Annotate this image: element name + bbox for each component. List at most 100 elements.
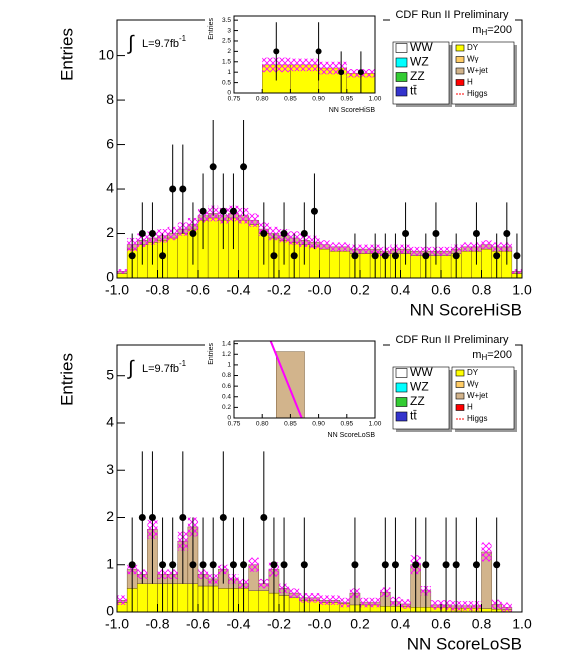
data-point (422, 561, 430, 569)
x-tick-label: -0.6 (186, 281, 210, 297)
x-tick-label: 0.75 (228, 421, 241, 428)
legend-swatch (395, 43, 408, 53)
stack-bar (481, 248, 492, 279)
data-point (381, 252, 389, 260)
data-point (209, 561, 217, 569)
legend-swatch (455, 369, 465, 377)
data-point (472, 561, 480, 569)
x-tick-label: 0.80 (256, 421, 269, 428)
x-tick-label: 0.75 (228, 96, 241, 103)
uncertainty-band (481, 240, 492, 250)
y-tick-label: 2 (106, 508, 114, 524)
x-axis-title: NN ScoreLoSB (407, 634, 522, 653)
x-axis-title: NN ScoreHiSB (410, 300, 522, 319)
uncertainty-band (430, 600, 441, 610)
x-tick-label: -0.6 (186, 615, 210, 631)
data-point (179, 185, 187, 193)
y-tick-label: 0.2 (222, 404, 231, 411)
data-point (503, 230, 511, 238)
mass-rest: =200 (487, 349, 512, 361)
x-tick-label: 0.4 (391, 615, 411, 631)
inset-x-title: NN ScoreHiSB (329, 107, 376, 114)
data-point (219, 207, 227, 215)
data-point (381, 561, 389, 569)
plot-frame (233, 340, 376, 419)
y-tick-label: 3 (106, 461, 114, 477)
uncertainty-band (117, 595, 128, 605)
x-tick-label: 0.90 (312, 96, 325, 103)
data-point (273, 48, 280, 55)
mass-label: mH=200 (472, 24, 512, 37)
y-tick-label: 0.6 (222, 383, 231, 390)
legend-label: H (467, 403, 473, 412)
y-tick-label: 0.5 (222, 79, 231, 86)
x-tick-label: 0.85 (284, 96, 297, 103)
stack-bar (309, 246, 320, 279)
legend-label: WW (410, 365, 433, 379)
uncertainty-band (290, 58, 319, 72)
data-point (209, 163, 217, 171)
data-point (472, 230, 480, 238)
data-point (402, 230, 410, 238)
mass-label: mH=200 (472, 349, 512, 362)
stack-bar (329, 251, 340, 279)
y-tick-label: 2 (106, 224, 114, 240)
x-tick-label: -0.8 (145, 615, 169, 631)
y-axis-title: Entries (57, 353, 76, 406)
stack-bar (248, 590, 259, 613)
signal-line (269, 340, 303, 419)
uncertainty-band (117, 269, 128, 274)
data-point (300, 561, 308, 569)
data-point (310, 207, 318, 215)
x-tick-label: -0.2 (267, 281, 291, 297)
y-tick-label: 1 (227, 362, 231, 369)
y-tick-label: 10 (98, 46, 114, 62)
x-tick-label: 0.2 (350, 615, 370, 631)
legend-label: tt̄ (410, 409, 417, 423)
data-point (280, 561, 288, 569)
mass-sub: H (481, 353, 487, 362)
uncertainty-band (501, 602, 512, 612)
y-tick-label: 1 (227, 69, 231, 76)
data-point (300, 230, 308, 238)
data-point (159, 561, 167, 569)
x-tick-label: -0.0 (307, 615, 331, 631)
legend-label: tt̄ (410, 84, 417, 98)
lumi-integral: ∫ (127, 32, 135, 54)
x-tick-label: 0.85 (284, 421, 297, 428)
stack-bar (147, 583, 158, 613)
uncertainty-band (319, 595, 330, 605)
legend-label: H (467, 78, 473, 87)
legend-swatch (395, 368, 408, 378)
stack-bar (218, 588, 229, 613)
uncertainty-band (441, 246, 452, 256)
legend-label: WZ (410, 55, 429, 69)
x-tick-label: 1.0 (512, 281, 532, 297)
x-tick-label: -0.4 (226, 281, 250, 297)
data-point (270, 252, 278, 260)
y-tick-label: 0 (227, 415, 231, 422)
mass-sub: H (481, 28, 487, 37)
mass-main: m (472, 24, 481, 36)
y-tick-label: 4 (106, 180, 114, 196)
panel: -1.0 -0.8 -0.6 -0.4 -0.2 -0.0 0.2 0.4 0.6 0.8 1.00… (57, 8, 532, 319)
data-point (422, 252, 430, 260)
data-point (452, 252, 460, 260)
data-point (128, 252, 136, 260)
legend-label: WW (410, 40, 433, 54)
uncertainty-band (400, 599, 411, 609)
plot-frame (233, 15, 376, 94)
legend-swatch (455, 67, 465, 75)
data-point (148, 513, 156, 521)
mass-rest: =200 (487, 24, 512, 36)
y-tick-label: 4 (106, 414, 114, 430)
title-box (390, 333, 515, 347)
y-tick-label: 1.4 (222, 340, 231, 347)
data-point (338, 69, 345, 76)
x-tick-label: 0.6 (431, 615, 451, 631)
data-point (179, 513, 187, 521)
data-point (315, 48, 322, 55)
legend-swatch (455, 44, 465, 52)
y-tick-label: 6 (106, 135, 114, 151)
legend-label: Higgs (467, 414, 487, 423)
